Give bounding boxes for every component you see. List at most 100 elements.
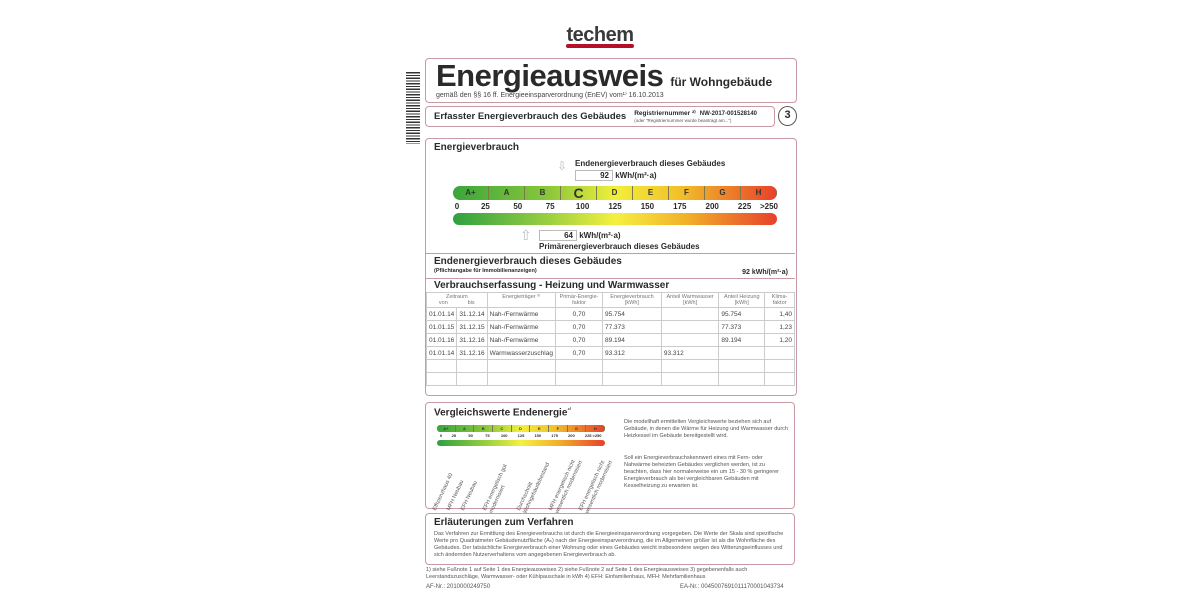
table-cell bbox=[718, 359, 766, 373]
table-cell: Nah-/Fernwärme bbox=[486, 307, 556, 321]
compare-text-2: Soll ein Energieverbrauchskennwert eines… bbox=[624, 455, 779, 489]
table-cell bbox=[486, 359, 556, 373]
class-C: C bbox=[561, 186, 597, 200]
mandatory-title: Endenergieverbrauch dieses Gebäudes bbox=[434, 256, 622, 267]
gradient-scale bbox=[453, 213, 777, 225]
table-row bbox=[425, 359, 795, 373]
table-title: Verbrauchserfassung - Heizung und Warmwa… bbox=[434, 280, 670, 291]
scale-tick: 150 bbox=[640, 202, 655, 211]
th-carrier: Energieträger ³⁾ bbox=[486, 292, 556, 308]
table-cell: 0,70 bbox=[554, 307, 604, 321]
end-label: Endenergieverbrauch dieses Gebäudes bbox=[575, 159, 726, 168]
reg-note: (oder "Registriernummer wurde beantragt … bbox=[634, 118, 732, 123]
table-cell: 1,23 bbox=[764, 320, 795, 334]
table-cell: 1,20 bbox=[764, 333, 795, 347]
page-number-badge: 3 bbox=[778, 106, 797, 126]
table-cell: Nah-/Fernwärme bbox=[486, 333, 556, 347]
table-cell: 89.194 bbox=[602, 333, 662, 347]
table-cell bbox=[456, 372, 488, 386]
table-cell bbox=[660, 372, 720, 386]
table-cell: 31.12.14 bbox=[456, 307, 488, 321]
scale-tick: 0 bbox=[439, 433, 443, 438]
page-subtitle: für Wohngebäude bbox=[670, 75, 773, 89]
scale-tick: 100 bbox=[575, 202, 590, 211]
divider bbox=[426, 253, 795, 254]
explain-title: Erläuterungen zum Verfahren bbox=[434, 517, 574, 528]
table-cell: 93.312 bbox=[602, 346, 662, 360]
reg-block: Registriernummer ²⁾ NW-2017-001528140 (o… bbox=[634, 107, 757, 123]
scale-tick: 25 bbox=[451, 433, 457, 438]
explain-box: Erläuterungen zum Verfahren Das Verfahre… bbox=[425, 513, 795, 565]
compare-text-1: Die modellhaft ermittelten Vergleichswer… bbox=[624, 419, 788, 439]
title-row: Energieausweis für Wohngebäude bbox=[436, 58, 772, 94]
th-climate: Klima-faktor bbox=[764, 292, 795, 308]
table-cell bbox=[660, 333, 720, 347]
mini-class-scale: A+ A B C D E F G H bbox=[437, 425, 605, 432]
class-A: A bbox=[489, 186, 525, 200]
th-heat: Anteil Heizung [kWh] bbox=[718, 292, 766, 308]
explain-text: Das Verfahren zur Ermittlung des Energie… bbox=[434, 531, 784, 558]
compare-box: Vergleichswerte Endenergie⁴⁾ A+ A B C D E F G H … bbox=[425, 402, 795, 514]
prim-value: 64 bbox=[539, 230, 577, 241]
class-D: D bbox=[512, 425, 531, 432]
table-cell: 95.754 bbox=[718, 307, 766, 321]
compare-title: Vergleichswerte Endenergie⁴⁾ bbox=[434, 407, 572, 419]
class-H: H bbox=[741, 186, 777, 200]
scale-tick: 75 bbox=[485, 433, 490, 438]
end-unit: kWh/(m²·a) bbox=[615, 171, 657, 180]
divider bbox=[426, 278, 795, 279]
scale-tick: 50 bbox=[468, 433, 473, 438]
th-factor: Primär-Energie-faktor bbox=[554, 292, 604, 308]
mandatory-value: 92 kWh/(m²·a) bbox=[742, 269, 788, 276]
class-B: B bbox=[474, 425, 493, 432]
table-cell: 1,40 bbox=[764, 307, 795, 321]
class-H: H bbox=[586, 425, 605, 432]
scale-tick: 25 bbox=[480, 202, 490, 211]
table-cell: 89.194 bbox=[718, 333, 766, 347]
table-cell: 77.373 bbox=[718, 320, 766, 334]
table-cell bbox=[554, 359, 604, 373]
class-C: C bbox=[493, 425, 512, 432]
table-cell: 01.01.16 bbox=[425, 333, 458, 347]
scale-tick: 100 bbox=[500, 433, 508, 438]
class-Aplus: A+ bbox=[437, 425, 456, 432]
arrow-up-icon: ⇧ bbox=[520, 227, 532, 243]
class-G: G bbox=[705, 186, 741, 200]
footnotes: 1) siehe Fußnote 1 auf Seite 1 des Energ… bbox=[426, 567, 748, 580]
scale-tick: 225 bbox=[584, 433, 592, 438]
mini-gradient-scale bbox=[437, 440, 605, 446]
table-cell bbox=[425, 372, 458, 386]
scale-tick: 125 bbox=[608, 202, 622, 211]
prim-unit: kWh/(m²·a) bbox=[579, 231, 621, 240]
table-cell: 0,70 bbox=[554, 320, 604, 334]
table-cell: 31.12.16 bbox=[456, 346, 488, 360]
barcode bbox=[406, 72, 420, 144]
page-title: Energieausweis bbox=[436, 58, 664, 93]
end-value-row: 92 kWh/(m²·a) bbox=[575, 170, 657, 181]
table-cell bbox=[554, 372, 604, 386]
table-cell bbox=[602, 359, 662, 373]
energy-box: Energieverbrauch ⇩ Endenergieverbrauch d… bbox=[425, 138, 797, 396]
table-cell bbox=[764, 372, 795, 386]
th-consumption: Energieverbrauch [kWh] bbox=[602, 292, 662, 308]
table-cell bbox=[456, 359, 488, 373]
table-cell bbox=[718, 372, 766, 386]
scale-tick: 125 bbox=[517, 433, 525, 438]
table-cell: 01.01.14 bbox=[425, 307, 458, 321]
reg-line: Registriernummer ²⁾ NW-2017-001528140 bbox=[634, 109, 757, 117]
prim-value-row: 64 kWh/(m²·a) bbox=[539, 230, 621, 241]
table-cell bbox=[764, 359, 795, 373]
consumption-table: Zeitraum von bis Energieträger ³⁾ Primär-E… bbox=[425, 292, 795, 386]
section-title: Erfasster Energieverbrauch des Gebäudes bbox=[434, 111, 627, 122]
table-cell: Nah-/Fernwärme bbox=[486, 320, 556, 334]
table-cell: 0,70 bbox=[554, 333, 604, 347]
class-scale: A+ A B C D E F G H bbox=[453, 186, 777, 200]
table-cell bbox=[660, 359, 720, 373]
th-ww: Anteil Warmwasser [kWh] bbox=[660, 292, 720, 308]
table-cell: 0,70 bbox=[554, 346, 604, 360]
table-cell: Warmwasserzuschlag bbox=[486, 346, 556, 360]
scale-tick: 150 bbox=[534, 433, 542, 438]
reg-value: NW-2017-001528140 bbox=[699, 111, 758, 117]
th-period: Zeitraum von bis bbox=[426, 292, 488, 308]
table-cell: 77.373 bbox=[602, 320, 662, 334]
